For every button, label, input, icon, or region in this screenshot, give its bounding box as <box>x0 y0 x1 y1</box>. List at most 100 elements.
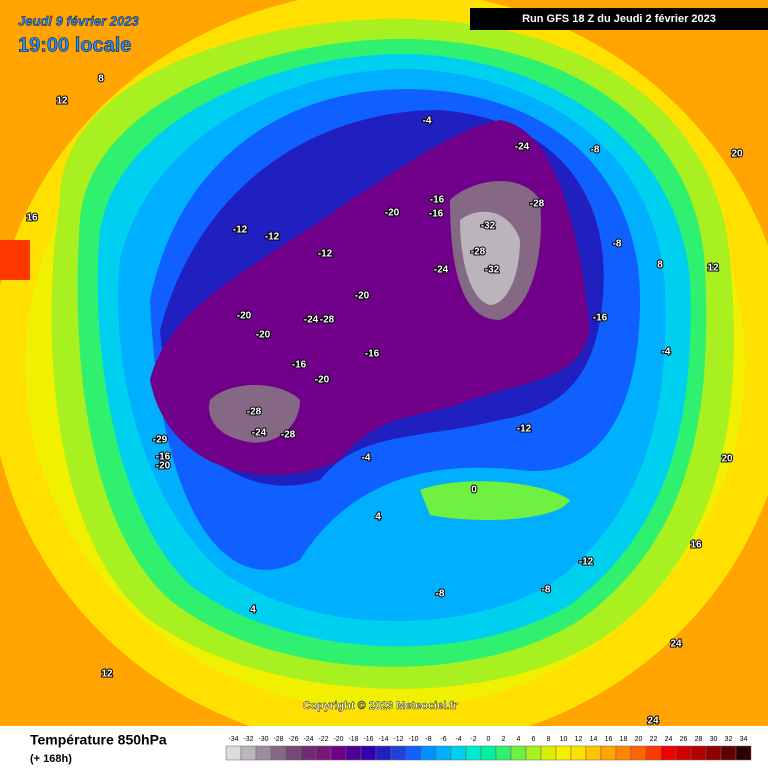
contour-label: -20 <box>385 208 400 219</box>
contour-label: 8 <box>657 260 663 271</box>
contour-label: 16 <box>26 213 38 224</box>
contour-label: 12 <box>707 263 719 274</box>
color-scale: -34 -32 -30 -28 -26 -24 -22 -20 -18 -16 -14 -12 -10-… <box>225 736 752 761</box>
scale-label: 30 <box>710 736 718 743</box>
scale-label: 18 <box>620 736 628 743</box>
contour-label: -16 <box>292 360 307 371</box>
scale-swatch <box>540 745 557 761</box>
scale-swatch <box>330 745 347 761</box>
contour-label: -8 <box>613 239 622 250</box>
scale-swatch <box>465 745 482 761</box>
contour-label: -16 <box>156 452 171 463</box>
contour-label: 24 <box>647 716 659 727</box>
scale-swatch <box>585 745 602 761</box>
contour-label: -20 <box>237 311 252 322</box>
scale-swatch <box>690 745 707 761</box>
contour-label: -32 <box>481 221 496 232</box>
contour-label: 20 <box>721 454 733 465</box>
valid-time: 19:00 locale <box>18 34 131 56</box>
scale-label: -14 <box>378 736 388 743</box>
scale-swatch <box>390 745 407 761</box>
scale-label: 28 <box>695 736 703 743</box>
scale-label: -32 <box>243 736 253 743</box>
contour-label: 20 <box>731 149 743 160</box>
scale-swatch <box>360 745 377 761</box>
scale-swatch <box>375 745 392 761</box>
scale-label: -2 <box>470 736 476 743</box>
contour-label: 0 <box>471 485 477 496</box>
contour-label: -8 <box>591 145 600 156</box>
scale-swatch <box>615 745 632 761</box>
scale-label: 4 <box>517 736 521 743</box>
contour-label: -20 <box>315 375 330 386</box>
contour-label: -20 <box>156 461 171 472</box>
scale-label: -26 <box>288 736 298 743</box>
contour-label: 12 <box>101 669 113 680</box>
contour-label: -8 <box>542 585 551 596</box>
scale-label: 32 <box>725 736 733 743</box>
scale-swatch <box>660 745 677 761</box>
scale-swatch <box>555 745 572 761</box>
contour-label: -24 <box>304 315 319 326</box>
scale-swatch <box>705 745 722 761</box>
scale-label: -10 <box>408 736 418 743</box>
contour-label: 24 <box>670 639 682 650</box>
contour-label: -28 <box>281 430 296 441</box>
scale-label: -12 <box>393 736 403 743</box>
contour-label: -28 <box>320 315 335 326</box>
scale-label: -22 <box>318 736 328 743</box>
contour-label: 4 <box>250 605 256 616</box>
scale-swatch <box>315 745 332 761</box>
scale-swatch <box>285 745 302 761</box>
scale-label: 10 <box>560 736 568 743</box>
scale-label: -18 <box>348 736 358 743</box>
scale-swatch <box>225 745 242 761</box>
scale-label: -6 <box>440 736 446 743</box>
scale-swatch <box>420 745 437 761</box>
scale-label: -34 <box>228 736 238 743</box>
scale-label: 20 <box>635 736 643 743</box>
copyright: Copyright © 2023 Meteociel.fr <box>303 700 459 712</box>
scale-label: 8 <box>547 736 551 743</box>
contour-label: -28 <box>247 407 262 418</box>
contour-label: -20 <box>256 330 271 341</box>
contour-label: -16 <box>429 209 444 220</box>
scale-swatch <box>435 745 452 761</box>
scale-label: -16 <box>363 736 373 743</box>
scale-label: -4 <box>455 736 461 743</box>
scale-label: 0 <box>487 736 491 743</box>
scale-swatch <box>345 745 362 761</box>
temperature-field <box>0 0 768 750</box>
contour-label: -28 <box>471 247 486 258</box>
contour-label: -12 <box>233 225 248 236</box>
scale-label: 12 <box>575 736 583 743</box>
scale-swatch <box>405 745 422 761</box>
scale-swatch <box>645 745 662 761</box>
contour-label: -28 <box>530 199 545 210</box>
scale-label: 26 <box>680 736 688 743</box>
scale-swatch <box>600 745 617 761</box>
scale-label: 34 <box>740 736 748 743</box>
contour-label: -8 <box>436 589 445 600</box>
scale-label: -24 <box>303 736 313 743</box>
field-title: Température 850hPa <box>30 732 167 748</box>
contour-label: -29 <box>153 435 168 446</box>
scale-swatch <box>450 745 467 761</box>
run-info: Run GFS 18 Z du Jeudi 2 février 2023 <box>522 13 716 25</box>
contour-label: -24 <box>515 142 530 153</box>
contour-label: -12 <box>318 249 333 260</box>
scale-swatch <box>570 745 587 761</box>
scale-label: -8 <box>425 736 431 743</box>
contour-label: 8 <box>98 74 104 85</box>
contour-label: 16 <box>690 540 702 551</box>
scale-swatch <box>525 745 542 761</box>
scale-label: -20 <box>333 736 343 743</box>
scale-swatch <box>495 745 512 761</box>
scale-swatch <box>720 745 737 761</box>
contour-label: -32 <box>485 265 500 276</box>
contour-label: -16 <box>593 313 608 324</box>
scale-label: -28 <box>273 736 283 743</box>
scale-label: 2 <box>502 736 506 743</box>
contour-label: 12 <box>56 96 68 107</box>
